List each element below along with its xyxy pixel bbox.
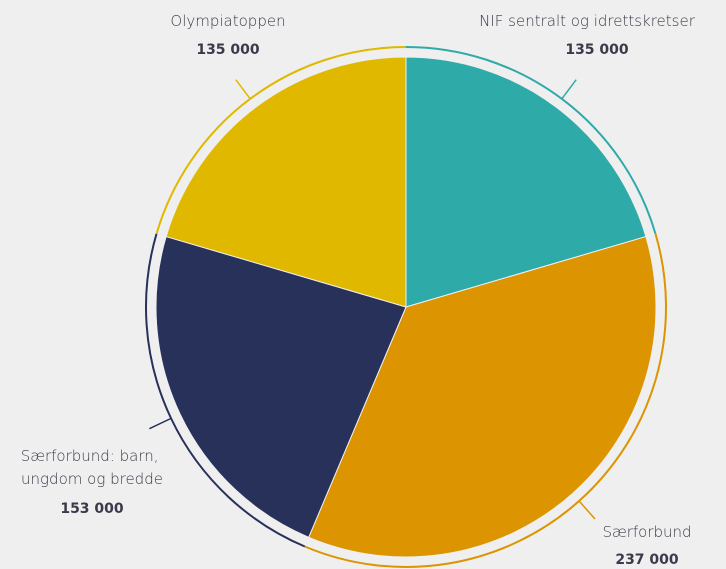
slice-value-nif: 135 000 xyxy=(565,42,629,58)
slice-label-nif: NIF sentralt og idrettskretser xyxy=(479,12,696,30)
pie-slice-saerforbund xyxy=(308,235,657,558)
leader-lines xyxy=(149,79,596,520)
slice-outer-rings xyxy=(145,46,667,568)
slice-value-olympiatoppen: 135 000 xyxy=(196,42,260,58)
leader-line-nif xyxy=(561,79,577,100)
slice-label-nif-line-1: NIF sentralt og idrettskretser xyxy=(479,12,696,30)
pie-slices xyxy=(155,56,657,558)
leader-line-barn-ungdom xyxy=(149,417,172,430)
pie-slice-barn-ungdom xyxy=(155,235,407,538)
leader-line-olympiatoppen xyxy=(235,79,251,100)
slice-value-saerforbund: 237 000 xyxy=(615,552,679,568)
slice-label-barn-ungdom-line-2: ungdom og bredde xyxy=(21,470,163,488)
pie-slice-nif xyxy=(405,56,647,308)
slice-label-olympiatoppen: Olympiatoppen xyxy=(170,12,285,30)
slice-label-olympiatoppen-line-1: Olympiatoppen xyxy=(170,12,285,30)
slice-ring-olympiatoppen xyxy=(155,46,407,235)
slice-ring-saerforbund xyxy=(304,233,667,568)
slice-label-saerforbund: Særforbund xyxy=(602,523,691,541)
pie-slice-olympiatoppen xyxy=(165,56,407,308)
leader-line-saerforbund xyxy=(578,500,596,520)
slice-value-barn-ungdom: 153 000 xyxy=(60,501,124,517)
slice-ring-barn-ungdom xyxy=(145,233,306,548)
slice-label-barn-ungdom-line-1: Særforbund: barn, xyxy=(21,447,159,465)
slice-ring-nif xyxy=(405,46,657,235)
slice-label-saerforbund-line-1: Særforbund xyxy=(602,523,691,541)
slice-label-barn-ungdom: Særforbund: barn, ungdom og bredde xyxy=(21,447,164,488)
